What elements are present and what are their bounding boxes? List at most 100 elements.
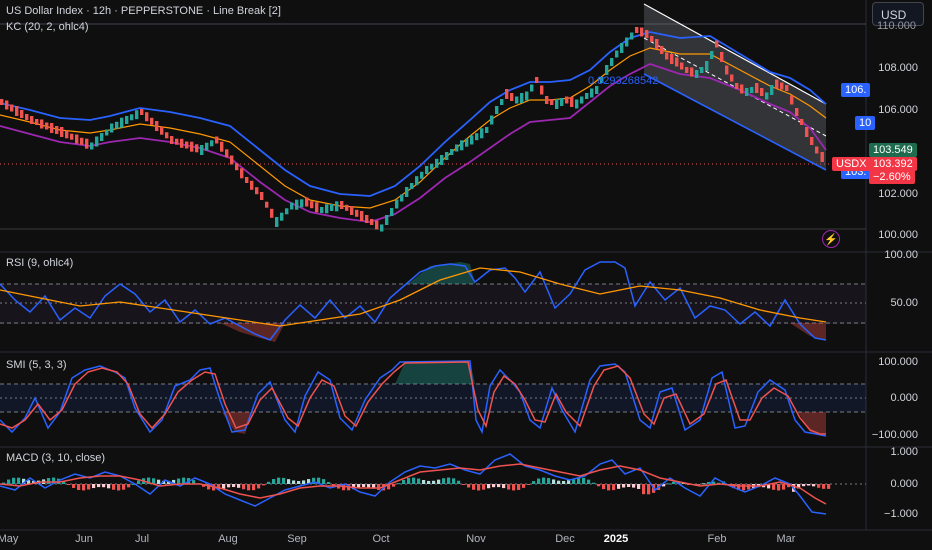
macd-histogram-bar	[592, 482, 596, 484]
smi-line	[0, 360, 827, 437]
macd-label[interactable]: MACD (3, 10, close)	[6, 452, 106, 464]
macd-histogram-bar	[462, 484, 466, 485]
line-break-brick	[455, 144, 459, 152]
line-break-brick	[265, 201, 269, 208]
line-break-brick	[500, 99, 504, 105]
line-break-brick	[775, 79, 779, 89]
smi-oversold-fill-2	[798, 412, 826, 436]
line-break-brick	[275, 217, 279, 227]
macd-histogram-bar	[427, 480, 431, 484]
line-break-brick	[530, 84, 534, 92]
line-break-brick	[620, 43, 624, 53]
macd-histogram-bar	[67, 484, 71, 485]
channel-lower-line	[643, 73, 827, 171]
line-break-brick	[130, 114, 134, 121]
lightning-icon[interactable]: ⚡	[822, 230, 840, 248]
macd-histogram-bar	[162, 480, 166, 484]
line-break-brick	[270, 208, 274, 218]
line-break-brick	[490, 115, 494, 125]
line-break-brick	[565, 96, 569, 104]
line-break-brick	[180, 138, 184, 148]
macd-histogram-bar	[497, 484, 501, 488]
macd-histogram-bar	[282, 477, 286, 484]
macd-histogram-bar	[132, 483, 136, 485]
line-break-brick	[395, 199, 399, 209]
macd-histogram-bar	[642, 484, 646, 495]
macd-histogram-bar	[577, 477, 581, 484]
macd-histogram-bar	[637, 484, 641, 489]
kc-indicator-label[interactable]: KC (20, 2, ohlc4)	[6, 21, 89, 33]
line-break-brick	[390, 208, 394, 216]
macd-histogram-bar	[687, 484, 691, 485]
currency-button[interactable]: USD	[872, 2, 924, 26]
macd-histogram-bar	[612, 484, 616, 491]
smi-tick-neg100: −100.000	[871, 429, 918, 441]
macd-histogram-bar	[247, 484, 251, 491]
macd-histogram-bar	[667, 483, 671, 485]
line-break-brick	[215, 136, 219, 144]
line-break-brick	[750, 87, 754, 93]
line-break-brick	[605, 65, 609, 75]
macd-histogram-bar	[467, 484, 471, 488]
line-break-brick	[550, 99, 554, 105]
x-label-jul: Jul	[134, 533, 150, 545]
symbol-title[interactable]: US Dollar Index · 12h · PEPPERSTONE · Li…	[6, 5, 281, 17]
line-break-brick	[700, 67, 704, 73]
fib-label: 0.8293268542	[588, 75, 658, 87]
macd-histogram-bar	[377, 484, 381, 490]
line-break-brick	[715, 40, 719, 48]
line-break-brick	[600, 77, 604, 83]
line-break-brick	[10, 104, 14, 112]
line-break-brick	[125, 116, 129, 124]
macd-histogram-bar	[357, 484, 361, 488]
macd-histogram-bar	[172, 479, 176, 484]
macd-histogram-bar	[267, 481, 271, 484]
line-break-brick	[245, 177, 249, 183]
line-break-brick	[555, 99, 559, 109]
macd-histogram-bar	[352, 484, 356, 490]
last-price-red-tag: 103.392	[869, 157, 917, 171]
macd-histogram-bar	[407, 477, 411, 484]
kc-mid-tag: 10	[855, 116, 876, 130]
macd-histogram-bar	[697, 484, 701, 485]
macd-histogram-bar	[492, 484, 496, 488]
macd-histogram-bar	[587, 479, 591, 484]
x-label-feb: Feb	[707, 533, 727, 545]
macd-histogram-bar	[137, 480, 141, 484]
macd-histogram-bar	[572, 478, 576, 484]
line-break-brick	[225, 149, 229, 158]
macd-histogram-bar	[412, 477, 416, 484]
smi-label[interactable]: SMI (5, 3, 3)	[6, 359, 67, 371]
macd-histogram-bar	[322, 479, 326, 484]
line-break-brick	[150, 117, 154, 125]
macd-histogram-bar	[742, 484, 746, 491]
rsi-label[interactable]: RSI (9, ohlc4)	[6, 257, 74, 269]
line-break-brick	[545, 96, 549, 104]
line-break-brick	[15, 106, 19, 116]
macd-histogram-bar	[767, 484, 771, 489]
line-break-brick	[360, 211, 364, 221]
macd-histogram-bar	[797, 484, 801, 489]
line-break-brick	[450, 149, 454, 155]
macd-histogram-bar	[422, 479, 426, 484]
line-break-brick	[635, 27, 639, 33]
macd-histogram-bar	[582, 477, 586, 484]
macd-histogram-bar	[827, 484, 831, 489]
line-break-brick	[705, 61, 709, 71]
line-break-brick	[305, 197, 309, 207]
macd-histogram-bar	[252, 484, 256, 491]
macd-histogram-bar	[2, 482, 6, 484]
macd-histogram-bar	[342, 484, 346, 491]
macd-histogram-bar	[512, 484, 516, 491]
macd-histogram-bar	[52, 477, 56, 484]
line-break-brick	[465, 138, 469, 147]
macd-histogram-bar	[277, 477, 281, 484]
line-break-brick	[640, 27, 644, 37]
smi-tick-100: 100.000	[878, 356, 918, 368]
line-break-brick	[405, 187, 409, 197]
line-break-brick	[190, 141, 194, 152]
line-break-brick	[315, 202, 319, 213]
macd-histogram-bar	[232, 484, 236, 488]
line-break-brick	[460, 140, 464, 151]
